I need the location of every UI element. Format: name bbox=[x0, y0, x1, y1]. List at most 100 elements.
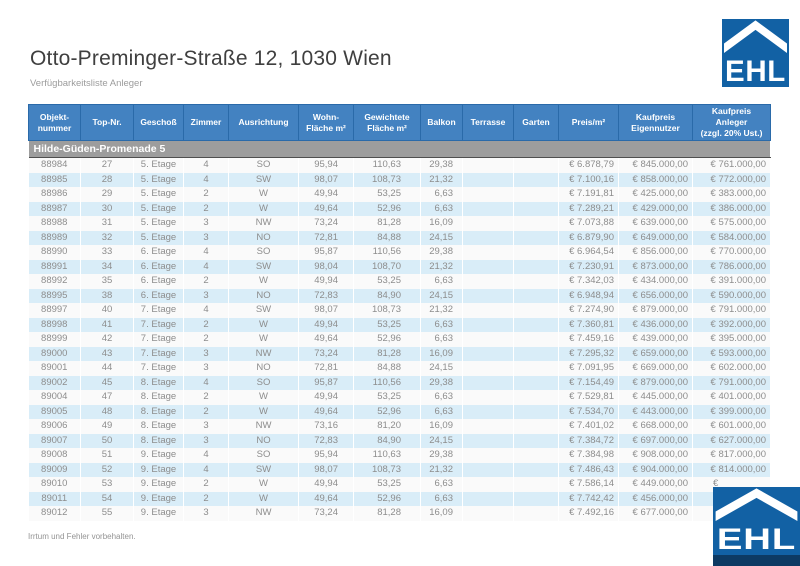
cell-zimmer: 3 bbox=[183, 216, 229, 231]
column-header-garten: Garten bbox=[513, 103, 559, 142]
cell-terrasse bbox=[462, 230, 514, 246]
cell-objektnummer: 88989 bbox=[28, 230, 81, 246]
page-title: Otto-Preminger-Straße 12, 1030 Wien bbox=[30, 47, 392, 70]
cell-wohnflaeche: 72,81 bbox=[298, 361, 354, 376]
cell-preis-m2: € 7.384,98 bbox=[558, 448, 619, 463]
cell-ausrichtung: W bbox=[228, 404, 299, 420]
cell-kaufpreis-eigennutzer: € 845.000,00 bbox=[618, 157, 693, 173]
cell-kaufpreis-eigennutzer: € 439.000,00 bbox=[618, 332, 693, 347]
cell-preis-m2: € 7.073,88 bbox=[558, 216, 619, 231]
cell-objektnummer: 88991 bbox=[28, 259, 81, 275]
cell-kaufpreis-anleger: € 817.000,00 bbox=[692, 448, 771, 463]
cell-preis-m2: € 7.100,16 bbox=[558, 172, 619, 188]
cell-garten bbox=[513, 462, 559, 478]
cell-kaufpreis-eigennutzer: € 873.000,00 bbox=[618, 259, 693, 275]
cell-objektnummer: 89012 bbox=[28, 506, 81, 521]
cell-top-nr: 35 bbox=[80, 274, 134, 289]
cell-zimmer: 2 bbox=[183, 274, 229, 289]
table-row: 88984 27 5. Etage 4 SO 95,94 110,63 29,38 € 6.87… bbox=[28, 157, 771, 173]
cell-kaufpreis-anleger: € 786.000,00 bbox=[692, 259, 771, 275]
cell-gewichtete-flaeche: 110,63 bbox=[353, 448, 421, 463]
column-header-objektnummer: Objekt- nummer bbox=[28, 103, 81, 142]
cell-geschoss: 9. Etage bbox=[133, 506, 184, 521]
cell-garten bbox=[513, 506, 559, 521]
cell-zimmer: 2 bbox=[183, 187, 229, 202]
cell-wohnflaeche: 49,94 bbox=[298, 187, 354, 202]
cell-gewichtete-flaeche: 81,28 bbox=[353, 216, 421, 231]
cell-ausrichtung: NO bbox=[228, 433, 299, 449]
cell-preis-m2: € 7.154,49 bbox=[558, 375, 619, 391]
table-body: Hilde-Güden-Promenade 5 88984 27 5. Etage 4 S… bbox=[28, 140, 771, 521]
cell-top-nr: 54 bbox=[80, 491, 134, 507]
cell-preis-m2: € 7.384,72 bbox=[558, 433, 619, 449]
cell-wohnflaeche: 49,64 bbox=[298, 404, 354, 420]
cell-geschoss: 5. Etage bbox=[133, 157, 184, 173]
cell-kaufpreis-eigennutzer: € 449.000,00 bbox=[618, 477, 693, 492]
cell-preis-m2: € 6.948,94 bbox=[558, 288, 619, 304]
cell-gewichtete-flaeche: 84,88 bbox=[353, 230, 421, 246]
cell-kaufpreis-eigennutzer: € 429.000,00 bbox=[618, 201, 693, 217]
cell-kaufpreis-anleger: € 593.000,00 bbox=[692, 346, 771, 362]
cell-wohnflaeche: 73,24 bbox=[298, 506, 354, 521]
cell-top-nr: 41 bbox=[80, 317, 134, 333]
cell-objektnummer: 89006 bbox=[28, 419, 81, 434]
cell-terrasse bbox=[462, 187, 514, 202]
cell-terrasse bbox=[462, 303, 514, 318]
table-row: 89002 45 8. Etage 4 SO 95,87 110,56 29,38 € 7.15… bbox=[28, 375, 771, 391]
cell-zimmer: 3 bbox=[183, 419, 229, 434]
cell-geschoss: 5. Etage bbox=[133, 187, 184, 202]
cell-ausrichtung: NO bbox=[228, 230, 299, 246]
cell-ausrichtung: W bbox=[228, 274, 299, 289]
cell-terrasse bbox=[462, 216, 514, 231]
cell-balkon: 16,09 bbox=[420, 419, 463, 434]
cell-preis-m2: € 6.878,79 bbox=[558, 157, 619, 173]
cell-wohnflaeche: 73,24 bbox=[298, 216, 354, 231]
table-row: 89006 49 8. Etage 3 NW 73,16 81,20 16,09 € 7.401… bbox=[28, 419, 771, 434]
cell-gewichtete-flaeche: 108,73 bbox=[353, 303, 421, 318]
page-subtitle: Verfügbarkeitsliste Anleger bbox=[30, 78, 143, 89]
cell-wohnflaeche: 73,16 bbox=[298, 419, 354, 434]
cell-geschoss: 8. Etage bbox=[133, 390, 184, 405]
column-header-zimmer: Zimmer bbox=[183, 103, 229, 142]
cell-top-nr: 43 bbox=[80, 346, 134, 362]
cell-gewichtete-flaeche: 53,25 bbox=[353, 477, 421, 492]
cell-kaufpreis-eigennutzer: € 659.000,00 bbox=[618, 346, 693, 362]
cell-zimmer: 4 bbox=[183, 462, 229, 478]
cell-wohnflaeche: 98,04 bbox=[298, 259, 354, 275]
cell-preis-m2: € 7.586,14 bbox=[558, 477, 619, 492]
cell-terrasse bbox=[462, 172, 514, 188]
column-header-ausrichtung: Ausrichtung bbox=[228, 103, 299, 142]
cell-wohnflaeche: 49,64 bbox=[298, 332, 354, 347]
cell-terrasse bbox=[462, 448, 514, 463]
cell-wohnflaeche: 95,87 bbox=[298, 375, 354, 391]
cell-garten bbox=[513, 157, 559, 173]
cell-kaufpreis-eigennutzer: € 856.000,00 bbox=[618, 245, 693, 260]
cell-objektnummer: 89005 bbox=[28, 404, 81, 420]
table-row: 89008 51 9. Etage 4 SO 95,94 110,63 29,38 € 7.38… bbox=[28, 448, 771, 463]
cell-objektnummer: 88997 bbox=[28, 303, 81, 318]
cell-ausrichtung: SW bbox=[228, 259, 299, 275]
cell-kaufpreis-anleger: € 392.000,00 bbox=[692, 317, 771, 333]
cell-ausrichtung: SW bbox=[228, 172, 299, 188]
cell-terrasse bbox=[462, 477, 514, 492]
cell-garten bbox=[513, 172, 559, 188]
cell-wohnflaeche: 98,07 bbox=[298, 303, 354, 318]
cell-balkon: 16,09 bbox=[420, 216, 463, 231]
cell-objektnummer: 88988 bbox=[28, 216, 81, 231]
cell-gewichtete-flaeche: 108,73 bbox=[353, 462, 421, 478]
cell-garten bbox=[513, 288, 559, 304]
cell-top-nr: 48 bbox=[80, 404, 134, 420]
cell-terrasse bbox=[462, 404, 514, 420]
cell-garten bbox=[513, 390, 559, 405]
cell-balkon: 6,63 bbox=[420, 491, 463, 507]
cell-top-nr: 38 bbox=[80, 288, 134, 304]
cell-preis-m2: € 7.492,16 bbox=[558, 506, 619, 521]
cell-gewichtete-flaeche: 108,70 bbox=[353, 259, 421, 275]
cell-gewichtete-flaeche: 81,28 bbox=[353, 506, 421, 521]
cell-terrasse bbox=[462, 462, 514, 478]
cell-geschoss: 5. Etage bbox=[133, 230, 184, 246]
cell-ausrichtung: SO bbox=[228, 245, 299, 260]
cell-zimmer: 2 bbox=[183, 491, 229, 507]
cell-kaufpreis-eigennutzer: € 434.000,00 bbox=[618, 274, 693, 289]
cell-geschoss: 5. Etage bbox=[133, 201, 184, 217]
